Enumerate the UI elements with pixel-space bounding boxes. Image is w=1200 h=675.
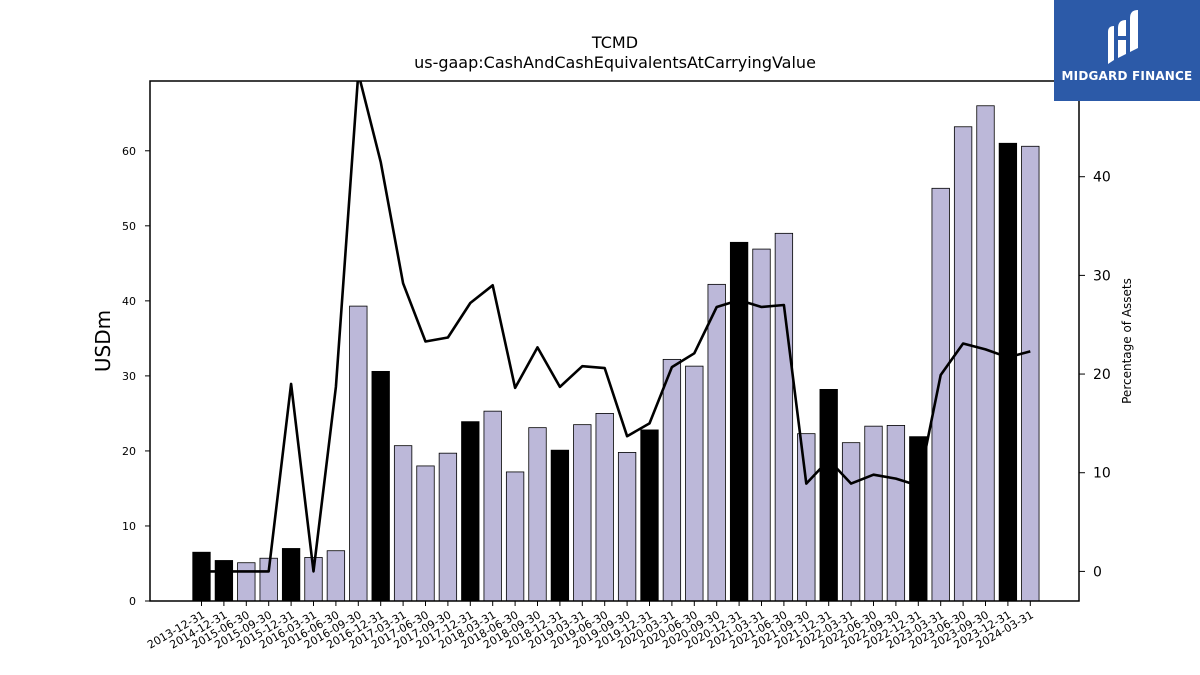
chart-title: TCMD	[591, 33, 638, 52]
bar-2017-12-31	[461, 421, 480, 602]
bar-2018-03-31	[483, 410, 502, 602]
y-tick-label: 30	[122, 370, 136, 383]
brand-logo: MIDGARD FINANCE	[1054, 0, 1200, 101]
line-series	[201, 81, 1031, 573]
bar-2023-06-30	[953, 126, 973, 602]
y2-tick-label: 40	[1093, 170, 1111, 186]
bar-2013-12-31	[192, 551, 211, 602]
y-axis-label: USDm	[91, 310, 115, 372]
bar-2017-09-30	[438, 452, 458, 602]
y-tick-label: 40	[122, 295, 136, 308]
bar-2016-12-31	[371, 370, 390, 602]
y-tick-label: 50	[122, 220, 136, 233]
chart-subtitle: us-gaap:CashAndCashEquivalentsAtCarrying…	[414, 53, 816, 72]
y2-tick-label: 10	[1093, 466, 1111, 482]
percentage-line	[201, 81, 1031, 573]
bar-2019-06-30	[595, 413, 614, 602]
bar-2018-09-30	[528, 427, 547, 602]
bar-2022-03-31	[841, 442, 861, 602]
bar-2021-12-31	[819, 388, 838, 602]
y2-tick-label: 0	[1093, 564, 1102, 580]
x-axis: 2013-12-312014-12-312015-06-302015-09-30…	[145, 601, 1036, 652]
bar-2020-03-31	[662, 358, 682, 602]
bar-2018-06-30	[505, 471, 525, 602]
bar-2016-06-30	[326, 550, 346, 602]
bar-2019-09-30	[617, 452, 637, 602]
bar-2021-06-30	[774, 232, 794, 602]
bar-series	[192, 105, 1040, 602]
y-tick-label: 20	[122, 445, 136, 458]
bar-2020-09-30	[707, 283, 726, 602]
bar-2023-12-31	[998, 142, 1018, 602]
bar-2016-09-30	[349, 305, 368, 602]
bar-2019-12-31	[640, 429, 659, 602]
y2-tick-label: 20	[1093, 367, 1111, 383]
bar-2014-12-31	[214, 560, 234, 602]
bar-2015-12-31	[281, 548, 301, 602]
right-axis: 0 10 20 30 40	[1079, 170, 1111, 580]
bar-2021-03-31	[752, 248, 771, 602]
bar-2015-06-30	[237, 562, 256, 602]
bar-2019-03-31	[573, 424, 592, 602]
bar-2024-03-31	[1021, 145, 1040, 602]
bar-2023-03-31	[931, 187, 950, 602]
y2-tick-label: 30	[1093, 268, 1111, 284]
bar-2020-12-31	[729, 241, 749, 602]
y-tick-label: 60	[122, 145, 136, 158]
bar-2017-06-30	[416, 465, 435, 602]
bar-2022-06-30	[864, 425, 883, 602]
bar-2023-09-30	[976, 105, 995, 602]
plot-frame	[149, 80, 1080, 602]
bar-2018-12-31	[550, 449, 570, 602]
brand-name: MIDGARD FINANCE	[1061, 69, 1193, 83]
bar-2022-09-30	[886, 425, 906, 602]
bar-2020-06-30	[685, 365, 704, 602]
bar-2021-09-30	[797, 433, 816, 602]
y-tick-label: 10	[122, 520, 136, 533]
bar-2017-03-31	[393, 445, 413, 602]
midgard-logo-mark-icon	[1108, 10, 1138, 64]
left-axis: 0 10 20 30 40 50 60	[122, 145, 150, 608]
y2-axis-label: Percentage of Assets	[1120, 278, 1134, 404]
y-tick-label: 0	[129, 595, 136, 608]
